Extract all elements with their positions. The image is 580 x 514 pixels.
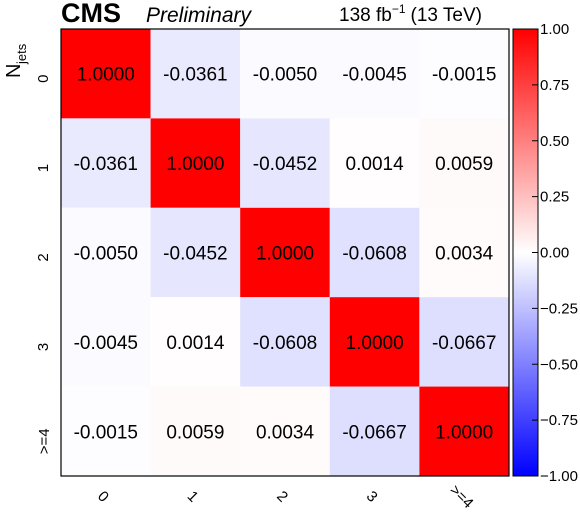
heatmap-cell-1-4 bbox=[419, 118, 509, 208]
heatmap-cell-1-2 bbox=[240, 118, 330, 208]
luminosity-label: 138 fb−1 (13 TeV) bbox=[339, 2, 482, 26]
x-axis-ticks: 0 1 2 3 >=4 bbox=[94, 482, 477, 512]
svg-text:N: N bbox=[3, 64, 25, 78]
y-tick-label-2: 2 bbox=[35, 253, 52, 261]
heatmap-cell-4-3 bbox=[329, 386, 420, 476]
cell-value-3-2: -0.0608 bbox=[253, 333, 317, 354]
cell-value-3-3: 1.0000 bbox=[346, 333, 404, 354]
heatmap-cell-3-0 bbox=[61, 297, 151, 387]
cell-value-4-0: -0.0015 bbox=[74, 422, 138, 443]
heatmap-cell-0-1 bbox=[150, 29, 241, 119]
heatmap-cell-0-2 bbox=[240, 29, 330, 119]
heatmap-cell-3-3 bbox=[329, 297, 420, 387]
cell-value-1-0: -0.0361 bbox=[74, 154, 138, 175]
heatmap-cell-3-4 bbox=[419, 297, 509, 387]
colorbar: 1.00 0.75 0.50 0.25 0.00 −0.25 −0.50 −0.75 −1.00 bbox=[512, 21, 578, 485]
colorbar-tick-label-0: 1.00 bbox=[540, 21, 569, 38]
heatmap-cell-4-1 bbox=[150, 386, 241, 476]
cell-value-2-2: 1.0000 bbox=[256, 244, 314, 265]
heatmap-cell-4-0 bbox=[61, 386, 151, 476]
heatmap-cell-0-3 bbox=[329, 29, 420, 119]
cell-value-0-3: -0.0045 bbox=[342, 65, 406, 86]
x-tick-label-1: 1 bbox=[184, 488, 202, 506]
x-tick-label-0: 0 bbox=[94, 488, 112, 506]
cell-value-4-3: -0.0667 bbox=[342, 422, 406, 443]
heatmap-cell-1-0 bbox=[61, 118, 151, 208]
cell-value-1-1: 1.0000 bbox=[166, 154, 224, 175]
cell-value-3-0: -0.0045 bbox=[74, 333, 138, 354]
x-tick-label-2: 2 bbox=[273, 488, 291, 506]
colorbar-tick-label-5: −0.25 bbox=[540, 300, 578, 317]
cell-value-2-1: -0.0452 bbox=[163, 244, 227, 265]
heatmap-cell-1-1 bbox=[150, 118, 241, 208]
colorbar-tick-label-7: −0.75 bbox=[540, 412, 578, 429]
y-tick-label-1: 1 bbox=[35, 164, 52, 172]
plot-frame bbox=[60, 28, 510, 477]
heatmap-cell-3-1 bbox=[150, 297, 241, 387]
colorbar-tick-label-8: −1.00 bbox=[540, 468, 578, 485]
colorbar-tick-label-3: 0.25 bbox=[540, 189, 569, 206]
heatmap-cell-2-2 bbox=[240, 207, 330, 298]
heatmap-cell-3-2 bbox=[240, 297, 330, 387]
cell-value-2-0: -0.0050 bbox=[74, 244, 138, 265]
heatmap-cell-0-0 bbox=[61, 29, 151, 119]
y-axis-ticks: 0 1 2 3 >=4 bbox=[35, 75, 53, 455]
heatmap-cell-2-1 bbox=[150, 207, 241, 298]
x-tick-label-3: 3 bbox=[363, 488, 381, 506]
cell-value-1-4: 0.0059 bbox=[435, 154, 493, 175]
cell-value-4-4: 1.0000 bbox=[435, 422, 493, 443]
heatmap-plot: 1.0000 -0.0361 -0.0050 -0.0045 -0.0015 -0.036… bbox=[60, 28, 510, 477]
svg-text:jets: jets bbox=[14, 43, 29, 65]
heatmap-cell-4-4 bbox=[419, 386, 509, 476]
y-tick-label-3: 3 bbox=[35, 343, 52, 351]
experiment-label: CMS bbox=[61, 0, 121, 28]
x-tick-label-4: >=4 bbox=[446, 482, 476, 512]
cell-value-0-2: -0.0050 bbox=[253, 65, 317, 86]
cell-value-0-1: -0.0361 bbox=[163, 65, 227, 86]
cell-value-0-4: -0.0015 bbox=[432, 65, 496, 86]
heatmap-cell-4-2 bbox=[240, 386, 330, 476]
y-tick-label-4: >=4 bbox=[36, 428, 53, 454]
cell-value-4-1: 0.0059 bbox=[166, 422, 224, 443]
heatmap-cell-0-4 bbox=[419, 29, 509, 119]
heatmap-cell-2-3 bbox=[329, 207, 420, 298]
colorbar-tick-label-1: 0.75 bbox=[540, 77, 569, 94]
cell-value-2-4: 0.0034 bbox=[435, 244, 494, 265]
cell-value-2-3: -0.0608 bbox=[342, 244, 406, 265]
cell-value-3-4: -0.0667 bbox=[432, 333, 496, 354]
colorbar-tick-label-6: −0.50 bbox=[540, 356, 578, 373]
cell-value-1-2: -0.0452 bbox=[253, 154, 317, 175]
y-axis-title: N jets bbox=[3, 43, 29, 78]
colorbar-tick-label-4: 0.00 bbox=[540, 245, 569, 262]
colorbar-tick-label-2: 0.50 bbox=[540, 133, 569, 150]
heatmap-cell-2-4 bbox=[419, 207, 509, 298]
y-tick-label-0: 0 bbox=[35, 75, 52, 83]
heatmap-cell-1-3 bbox=[329, 118, 420, 208]
cell-value-1-3: 0.0014 bbox=[346, 154, 405, 175]
heatmap-cell-2-0 bbox=[61, 207, 151, 298]
status-label: Preliminary bbox=[146, 4, 253, 27]
cell-value-3-1: 0.0014 bbox=[166, 333, 225, 354]
cell-value-0-0: 1.0000 bbox=[77, 65, 135, 86]
cell-value-4-2: 0.0034 bbox=[256, 422, 315, 443]
